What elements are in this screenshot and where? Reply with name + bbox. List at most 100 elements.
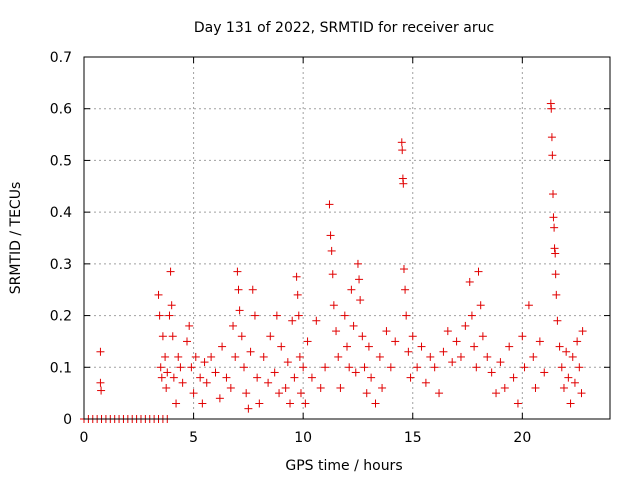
y-tick-label: 0.1 xyxy=(50,360,72,376)
data-point xyxy=(328,270,337,279)
data-point xyxy=(307,373,316,382)
data-point xyxy=(421,378,430,387)
data-point xyxy=(513,399,522,408)
data-point xyxy=(169,373,178,382)
data-point xyxy=(520,363,529,372)
data-point xyxy=(448,358,457,367)
data-point xyxy=(299,363,308,372)
data-point xyxy=(174,352,183,361)
y-tick-label: 0.5 xyxy=(50,153,72,169)
y-tick-label: 0.7 xyxy=(50,50,72,66)
data-point xyxy=(426,352,435,361)
data-point xyxy=(552,290,561,299)
data-point xyxy=(578,327,587,336)
y-tick-label: 0.3 xyxy=(50,257,72,273)
data-point xyxy=(401,285,410,294)
data-point xyxy=(413,363,422,372)
data-point xyxy=(178,378,187,387)
data-point xyxy=(239,363,248,372)
data-point xyxy=(237,332,246,341)
data-point xyxy=(465,277,474,286)
data-point xyxy=(360,363,369,372)
data-point xyxy=(397,138,406,147)
data-point xyxy=(183,337,192,346)
x-tick-label: 10 xyxy=(294,430,312,446)
data-point xyxy=(165,311,174,320)
data-point xyxy=(207,352,216,361)
data-point xyxy=(500,383,509,392)
data-point xyxy=(467,311,476,320)
data-point xyxy=(417,342,426,351)
data-point xyxy=(264,378,273,387)
data-point xyxy=(474,267,483,276)
data-point xyxy=(371,399,380,408)
data-point xyxy=(461,321,470,330)
data-point xyxy=(566,399,575,408)
data-point xyxy=(246,347,255,356)
data-point xyxy=(248,285,257,294)
data-point xyxy=(472,363,481,372)
data-point xyxy=(570,378,579,387)
y-tick-labels: 0 0.1 0.2 0.3 0.4 0.5 0.6 0.7 xyxy=(50,50,72,428)
data-point xyxy=(255,399,264,408)
data-point xyxy=(156,363,165,372)
data-point xyxy=(277,342,286,351)
data-point xyxy=(163,368,172,377)
data-point xyxy=(553,316,562,325)
data-point xyxy=(452,337,461,346)
y-tick-label: 0.6 xyxy=(50,102,72,118)
data-points xyxy=(80,99,587,423)
data-point xyxy=(362,389,371,398)
data-point xyxy=(547,104,556,113)
data-point xyxy=(218,342,227,351)
data-point xyxy=(564,373,573,382)
data-point xyxy=(234,285,243,294)
data-point xyxy=(295,352,304,361)
data-point xyxy=(157,373,166,382)
data-point xyxy=(555,342,564,351)
data-point xyxy=(253,373,262,382)
data-point xyxy=(202,378,211,387)
data-point xyxy=(226,383,235,392)
data-point xyxy=(470,342,479,351)
data-point xyxy=(483,352,492,361)
data-point xyxy=(200,358,209,367)
data-point xyxy=(96,378,105,387)
data-point xyxy=(408,332,417,341)
data-point xyxy=(435,389,444,398)
data-point xyxy=(524,301,533,310)
data-point xyxy=(399,265,408,274)
data-point xyxy=(548,151,557,160)
data-point xyxy=(334,352,343,361)
data-point xyxy=(343,342,351,351)
data-point xyxy=(492,389,501,398)
data-point xyxy=(476,301,485,310)
data-point xyxy=(535,337,544,346)
data-point xyxy=(211,368,220,377)
data-point xyxy=(349,321,358,330)
data-point xyxy=(551,249,560,258)
x-tick-label: 5 xyxy=(189,430,198,446)
data-point xyxy=(229,321,238,330)
data-point xyxy=(356,296,365,305)
data-point xyxy=(326,231,335,240)
data-point xyxy=(439,347,448,356)
y-tick-label: 0.2 xyxy=(50,309,72,325)
data-point xyxy=(443,327,452,336)
data-point xyxy=(573,337,582,346)
data-point xyxy=(198,399,207,408)
data-point xyxy=(176,363,185,372)
data-point xyxy=(292,272,301,281)
data-point xyxy=(375,352,384,361)
data-point xyxy=(312,316,321,325)
data-point xyxy=(97,386,106,395)
data-point xyxy=(386,363,395,372)
data-point xyxy=(166,267,175,276)
x-tick-label: 20 xyxy=(513,430,531,446)
data-point xyxy=(215,394,224,403)
data-point xyxy=(325,200,334,209)
data-point xyxy=(391,337,400,346)
data-point xyxy=(301,399,310,408)
data-point xyxy=(327,246,336,255)
